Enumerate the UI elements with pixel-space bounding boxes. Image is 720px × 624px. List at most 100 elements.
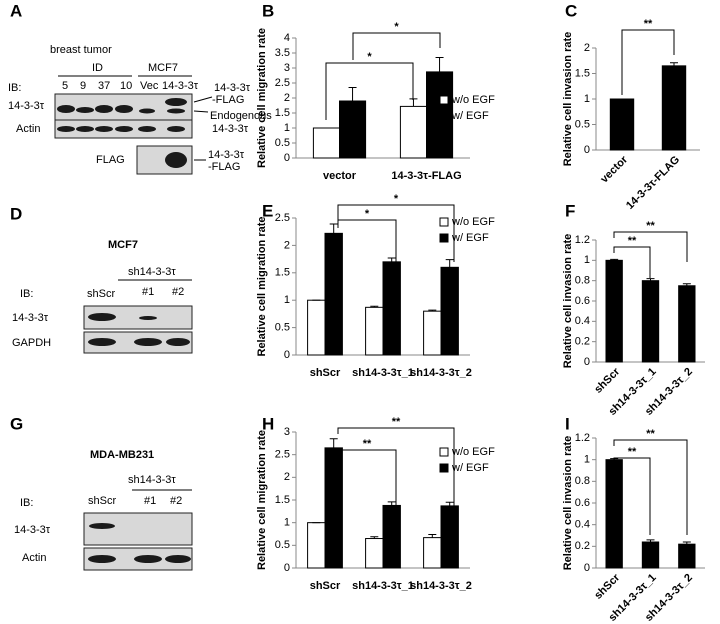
- y-tick-label: 0: [284, 349, 290, 361]
- band: [134, 555, 162, 563]
- legend-label: w/ EGF: [451, 462, 489, 474]
- legend-swatch: [439, 463, 449, 473]
- band: [88, 555, 116, 563]
- annotation: -FLAG: [208, 161, 240, 173]
- error-bar: [329, 223, 338, 234]
- significance-bracket: [613, 231, 688, 262]
- bar: [365, 306, 384, 356]
- y-tick-label: 0.2: [575, 336, 590, 348]
- group-label: sh14-3-3τ: [128, 266, 176, 278]
- x-tick-label: sh14-3-3τ_2: [410, 580, 472, 592]
- y-tick-label: 2.5: [275, 77, 290, 89]
- blot-g: MDA-MB231 sh14-3-3τ IB: shScr #1 #2 14-3…: [14, 449, 193, 571]
- x-tick-label: 14-3-3τ-FLAG: [624, 154, 682, 212]
- annotation: -FLAG: [212, 94, 244, 106]
- x-tick-label: shScr: [592, 365, 623, 396]
- y-tick-label: 0.8: [575, 275, 590, 287]
- legend-label: w/ EGF: [451, 110, 489, 122]
- error-bar: [670, 62, 678, 66]
- row-label: 14-3-3τ: [12, 312, 49, 324]
- significance-bracket: [337, 449, 397, 520]
- error-bar: [445, 501, 454, 506]
- significance-label: **: [644, 18, 653, 30]
- bar: [399, 105, 427, 159]
- bar: [312, 127, 340, 159]
- arrow: [193, 110, 209, 113]
- significance-bracket: [613, 246, 651, 278]
- row-label: FLAG: [96, 154, 125, 166]
- x-tick-label: sh14-3-3τ_1: [352, 580, 414, 592]
- group-label: breast tumor: [50, 44, 112, 56]
- bar: [440, 505, 459, 569]
- bar: [307, 299, 326, 356]
- y-tick-label: 1.5: [275, 267, 290, 279]
- lane-label: shScr: [88, 495, 116, 507]
- significance-bracket: [613, 439, 688, 535]
- x-tick-label: shScr: [592, 571, 623, 602]
- x-tick-label: vector: [598, 153, 630, 185]
- error-bar: [329, 438, 338, 448]
- y-tick-label: 0.5: [275, 539, 290, 551]
- y-axis-label: Relative cell invasion rate: [562, 436, 574, 571]
- y-tick-label: 0.5: [275, 137, 290, 149]
- y-tick-label: 1: [284, 517, 290, 529]
- bar: [382, 504, 401, 569]
- error-bar: [370, 536, 379, 539]
- error-bar: [370, 305, 379, 308]
- lane-label: 14-3-3τ: [162, 80, 199, 92]
- significance-bracket: [621, 29, 675, 95]
- significance-bracket: [337, 204, 455, 262]
- legend-label: w/o EGF: [451, 94, 495, 106]
- lane-label: 5: [62, 80, 68, 92]
- group-label: ID: [92, 62, 103, 74]
- legend-swatch: [439, 95, 449, 105]
- band: [89, 523, 115, 529]
- y-tick-label: 1: [584, 454, 590, 466]
- y-tick-label: 1: [584, 93, 590, 105]
- x-tick-label: sh14-3-3τ_1: [352, 367, 414, 379]
- lane-label: shScr: [87, 288, 115, 300]
- significance-label: **: [628, 235, 637, 247]
- lane-label: #1: [144, 495, 156, 507]
- error-bar: [409, 98, 418, 107]
- panel-label: H: [262, 414, 274, 433]
- y-axis-label: Relative cell invasion rate: [562, 234, 574, 369]
- significance-label: *: [367, 51, 372, 63]
- blot-d: MCF7 sh14-3-3τ IB: shScr #1 #2 14-3-3τ G…: [12, 239, 193, 354]
- significance-bracket: [337, 427, 455, 515]
- bar: [678, 285, 696, 363]
- bar: [307, 522, 326, 569]
- y-tick-label: 0.4: [575, 315, 590, 327]
- significance-label: **: [392, 416, 401, 428]
- x-tick-label: 14-3-3τ-FLAG: [391, 170, 461, 182]
- significance-bracket: [325, 62, 414, 120]
- x-tick-label: shScr: [310, 367, 341, 379]
- error-bar: [428, 533, 437, 538]
- panel-label: G: [10, 414, 23, 433]
- y-axis-label: Relative cell migration rate: [256, 217, 268, 357]
- panel-label: F: [565, 201, 575, 220]
- error-bar: [682, 541, 691, 545]
- y-tick-label: 3: [284, 62, 290, 74]
- bar: [605, 459, 623, 569]
- annotation: 14-3-3τ: [214, 82, 251, 94]
- bar: [605, 259, 623, 363]
- y-tick-label: 1.5: [275, 494, 290, 506]
- row-label: 14-3-3τ: [8, 100, 45, 112]
- y-tick-label: 0.8: [575, 475, 590, 487]
- y-tick-label: 1: [584, 254, 590, 266]
- y-axis-label: Relative cell migration rate: [256, 430, 268, 570]
- y-tick-label: 2: [284, 239, 290, 251]
- panel-label: B: [262, 1, 274, 20]
- y-tick-label: 2: [284, 92, 290, 104]
- significance-label: **: [646, 428, 655, 440]
- row-label: Actin: [22, 552, 46, 564]
- error-bar: [445, 259, 454, 268]
- y-tick-label: 0.5: [275, 322, 290, 334]
- bar: [641, 280, 660, 363]
- row-label: Actin: [16, 123, 40, 135]
- band: [166, 338, 190, 346]
- bar: [365, 538, 384, 569]
- significance-label: **: [363, 438, 372, 450]
